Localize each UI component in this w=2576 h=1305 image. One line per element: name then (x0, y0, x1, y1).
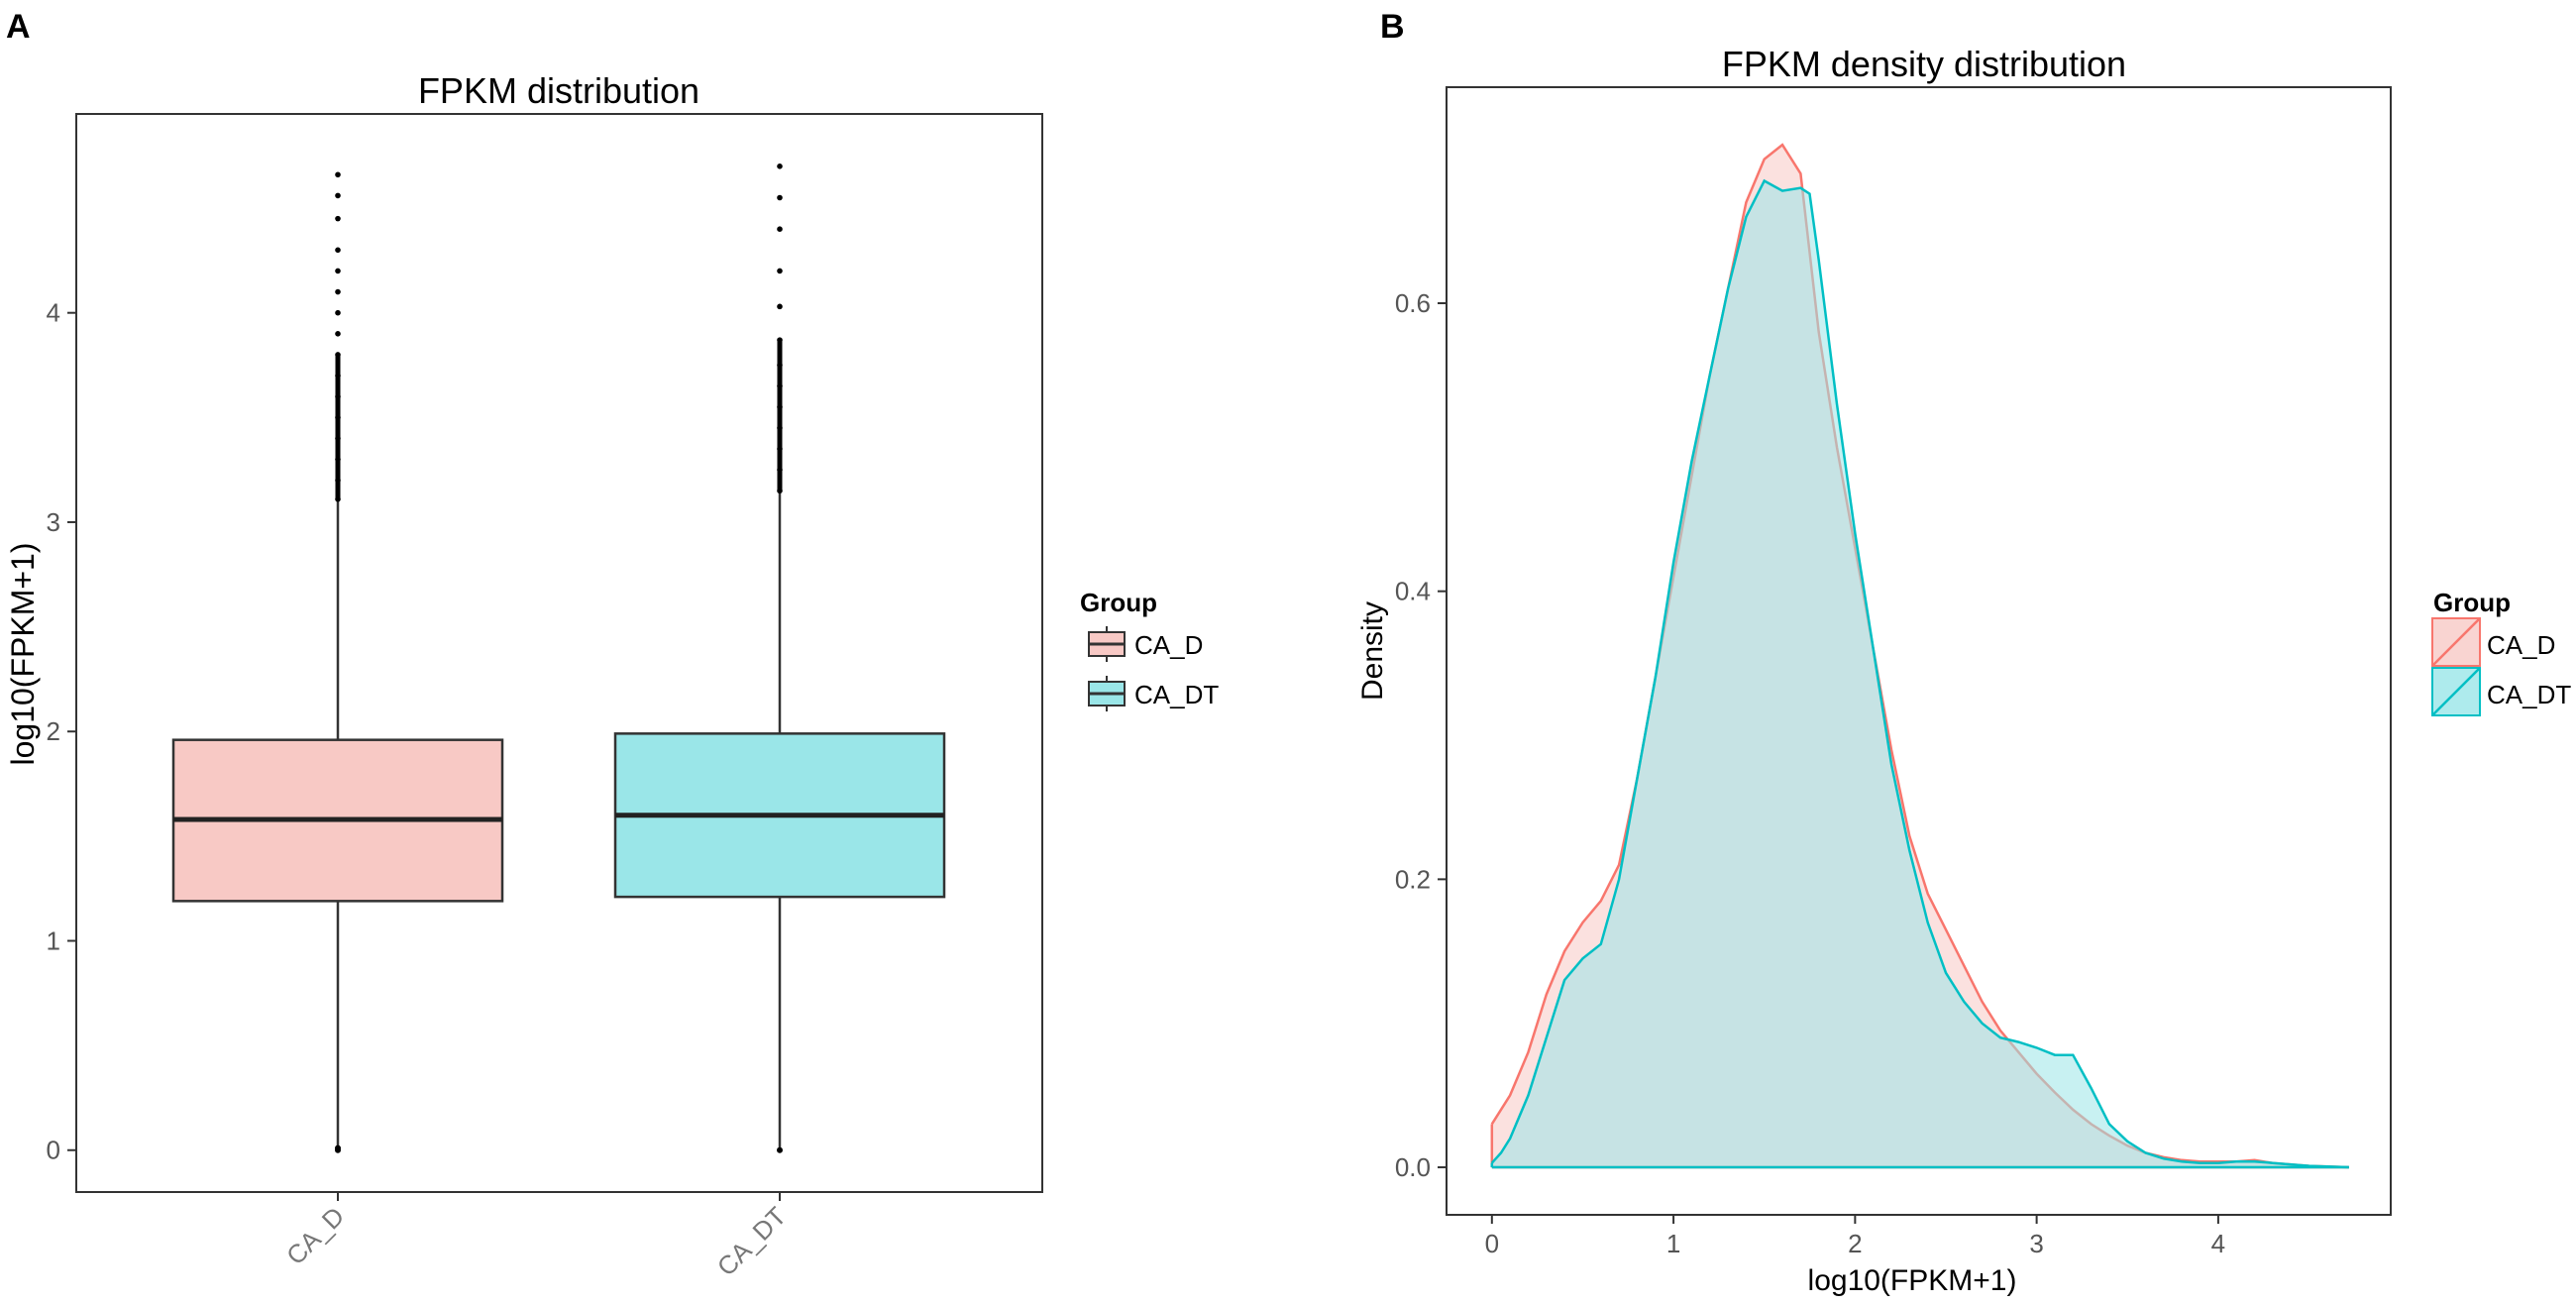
panel-b-legend-title: Group (2433, 588, 2511, 617)
y-tick-label: 3 (47, 507, 60, 537)
outlier-point (335, 352, 341, 358)
y-tick-label: 2 (47, 716, 60, 746)
outlier-point (335, 496, 341, 502)
outlier-point (777, 467, 783, 473)
outlier-point (335, 269, 341, 274)
panel-b-x-axis-title: log10(FPKM+1) (1808, 1264, 2017, 1297)
outlier-point (777, 404, 783, 410)
outlier-point (335, 478, 341, 484)
panel-b-legend-label-ca-dt: CA_DT (2487, 680, 2571, 709)
panel-b-legend-key-ca-d (2432, 618, 2480, 666)
x-tick-label: 3 (2029, 1229, 2043, 1258)
outlier-point (777, 446, 783, 452)
panel-a-title: FPKM distribution (418, 70, 699, 111)
panel-a-y-axis: 0 1 2 3 4 log10(FPKM+1) (5, 298, 76, 1165)
panel-b-title: FPKM density distribution (1722, 44, 2126, 84)
panel-a-x-axis: CA_D CA_DT (280, 1192, 792, 1282)
panel-a-legend-label-ca-d: CA_D (1134, 630, 1203, 660)
y-tick-label: 0 (47, 1136, 60, 1165)
outlier-point (777, 195, 783, 201)
outlier-point (335, 1145, 341, 1151)
outlier-point (777, 226, 783, 232)
x-tick-label: 0 (1485, 1229, 1499, 1258)
panel-b-y-axis: 0.0 0.2 0.4 0.6 Density (1356, 288, 1447, 1182)
outlier-point (777, 304, 783, 310)
panel-b-y-axis-title: Density (1356, 601, 1389, 701)
outlier-point (335, 436, 341, 442)
outlier-point (335, 248, 341, 254)
outlier-point (335, 171, 341, 177)
outlier-point (777, 269, 783, 274)
outlier-point (777, 1147, 783, 1153)
panel-a-legend-key-ca-dt (1089, 676, 1125, 711)
y-tick-label: 0.6 (1395, 288, 1431, 318)
outlier-point (777, 363, 783, 369)
y-tick-label: 0.2 (1395, 864, 1431, 894)
y-tick-label: 4 (47, 298, 60, 328)
outlier-point (335, 393, 341, 399)
panel-a-plot-border (76, 114, 1042, 1192)
panel-a-label: A (6, 8, 31, 46)
x-tick-label: 2 (1848, 1229, 1862, 1258)
panel-b-legend-label-ca-d: CA_D (2487, 630, 2555, 660)
panel-a-legend: Group CA_D CA_DT (1080, 588, 1219, 711)
panel-b-legend-key-ca-dt (2432, 668, 2480, 715)
figure: A FPKM distribution 0 1 2 3 4 log10(FPKM… (0, 0, 2576, 1305)
x-tick-label: 1 (1666, 1229, 1680, 1258)
outlier-point (335, 193, 341, 199)
outlier-point (335, 289, 341, 295)
y-tick-label: 0.4 (1395, 577, 1431, 606)
panel-b-label: B (1380, 8, 1405, 46)
outlier-point (777, 425, 783, 431)
panel-b: B FPKM density distribution 0.0 0.2 0.4 … (1356, 8, 2571, 1297)
outlier-point (777, 163, 783, 169)
x-tick-label-ca-d: CA_D (280, 1201, 350, 1270)
panel-a: A FPKM distribution 0 1 2 3 4 log10(FPKM… (5, 8, 1219, 1282)
panel-b-x-axis: 0 1 2 3 4 log10(FPKM+1) (1485, 1215, 2226, 1297)
panel-b-legend: Group CA_D CA_DT (2432, 588, 2571, 715)
outlier-point (335, 216, 341, 222)
panel-a-y-axis-title: log10(FPKM+1) (5, 543, 41, 766)
outlier-point (335, 415, 341, 421)
panel-a-legend-title: Group (1080, 588, 1157, 617)
panel-a-legend-label-ca-dt: CA_DT (1134, 680, 1219, 709)
x-tick-label: 4 (2211, 1229, 2225, 1258)
outlier-point (335, 310, 341, 316)
y-tick-label: 0.0 (1395, 1152, 1431, 1182)
outlier-point (335, 373, 341, 379)
panel-a-legend-key-ca-d (1089, 626, 1125, 662)
y-tick-label: 1 (47, 925, 60, 955)
outlier-point (777, 383, 783, 389)
outlier-point (335, 331, 341, 337)
outlier-point (335, 457, 341, 463)
outlier-point (777, 488, 783, 493)
outlier-point (777, 337, 783, 343)
x-tick-label-ca-dt: CA_DT (711, 1201, 793, 1282)
